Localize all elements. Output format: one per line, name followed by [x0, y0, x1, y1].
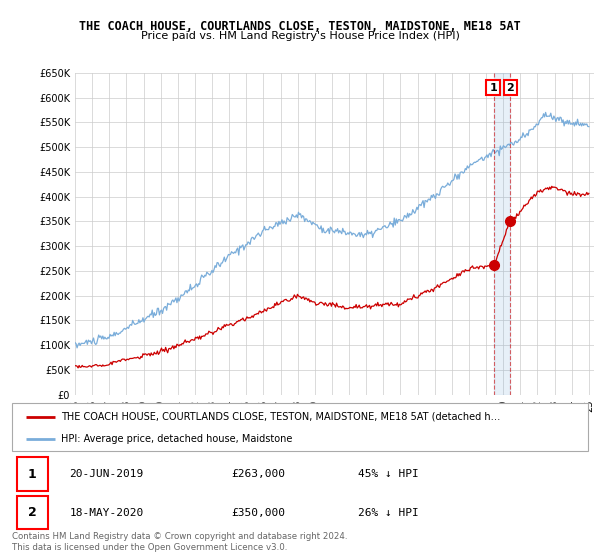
Text: 45% ↓ HPI: 45% ↓ HPI	[358, 469, 418, 479]
Text: THE COACH HOUSE, COURTLANDS CLOSE, TESTON, MAIDSTONE, ME18 5AT: THE COACH HOUSE, COURTLANDS CLOSE, TESTO…	[79, 20, 521, 32]
Text: This data is licensed under the Open Government Licence v3.0.: This data is licensed under the Open Gov…	[12, 543, 287, 552]
Text: Price paid vs. HM Land Registry's House Price Index (HPI): Price paid vs. HM Land Registry's House …	[140, 31, 460, 41]
Text: 2: 2	[506, 83, 514, 92]
Bar	[494, 73, 509, 395]
Text: 1: 1	[28, 468, 37, 480]
Text: 2: 2	[28, 506, 37, 519]
Text: 1: 1	[489, 83, 497, 92]
Text: £263,000: £263,000	[231, 469, 285, 479]
FancyBboxPatch shape	[17, 496, 48, 529]
Text: 18-MAY-2020: 18-MAY-2020	[70, 507, 144, 517]
FancyBboxPatch shape	[12, 403, 588, 451]
Text: 20-JUN-2019: 20-JUN-2019	[70, 469, 144, 479]
Text: 26% ↓ HPI: 26% ↓ HPI	[358, 507, 418, 517]
FancyBboxPatch shape	[17, 458, 48, 491]
Text: £350,000: £350,000	[231, 507, 285, 517]
Text: HPI: Average price, detached house, Maidstone: HPI: Average price, detached house, Maid…	[61, 434, 292, 444]
Text: Contains HM Land Registry data © Crown copyright and database right 2024.: Contains HM Land Registry data © Crown c…	[12, 532, 347, 541]
Text: THE COACH HOUSE, COURTLANDS CLOSE, TESTON, MAIDSTONE, ME18 5AT (detached h…: THE COACH HOUSE, COURTLANDS CLOSE, TESTO…	[61, 412, 500, 422]
